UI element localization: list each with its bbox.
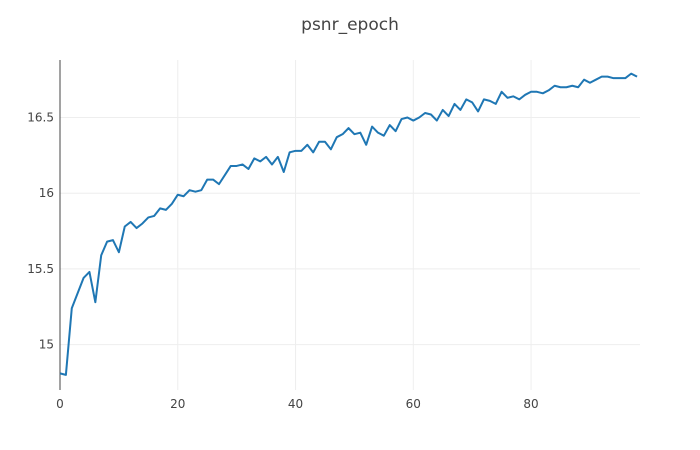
series-line [59, 72, 638, 376]
y-tick-label: 16 [39, 186, 54, 200]
y-tick-label: 15.5 [27, 262, 54, 276]
x-tick-label: 40 [288, 397, 303, 411]
x-tick-label: 80 [523, 397, 538, 411]
y-tick-label: 15 [39, 338, 54, 352]
y-tick-label: 16.5 [27, 111, 54, 125]
tick-labels: 0 20 40 60 80 15 15.5 16 16.5 [27, 111, 538, 411]
x-tick-label: 0 [56, 397, 64, 411]
grid-lines [59, 60, 640, 390]
series-layer [59, 72, 638, 376]
chart-title: psnr_epoch [301, 15, 399, 35]
x-tick-label: 60 [406, 397, 421, 411]
x-tick-label: 20 [170, 397, 185, 411]
